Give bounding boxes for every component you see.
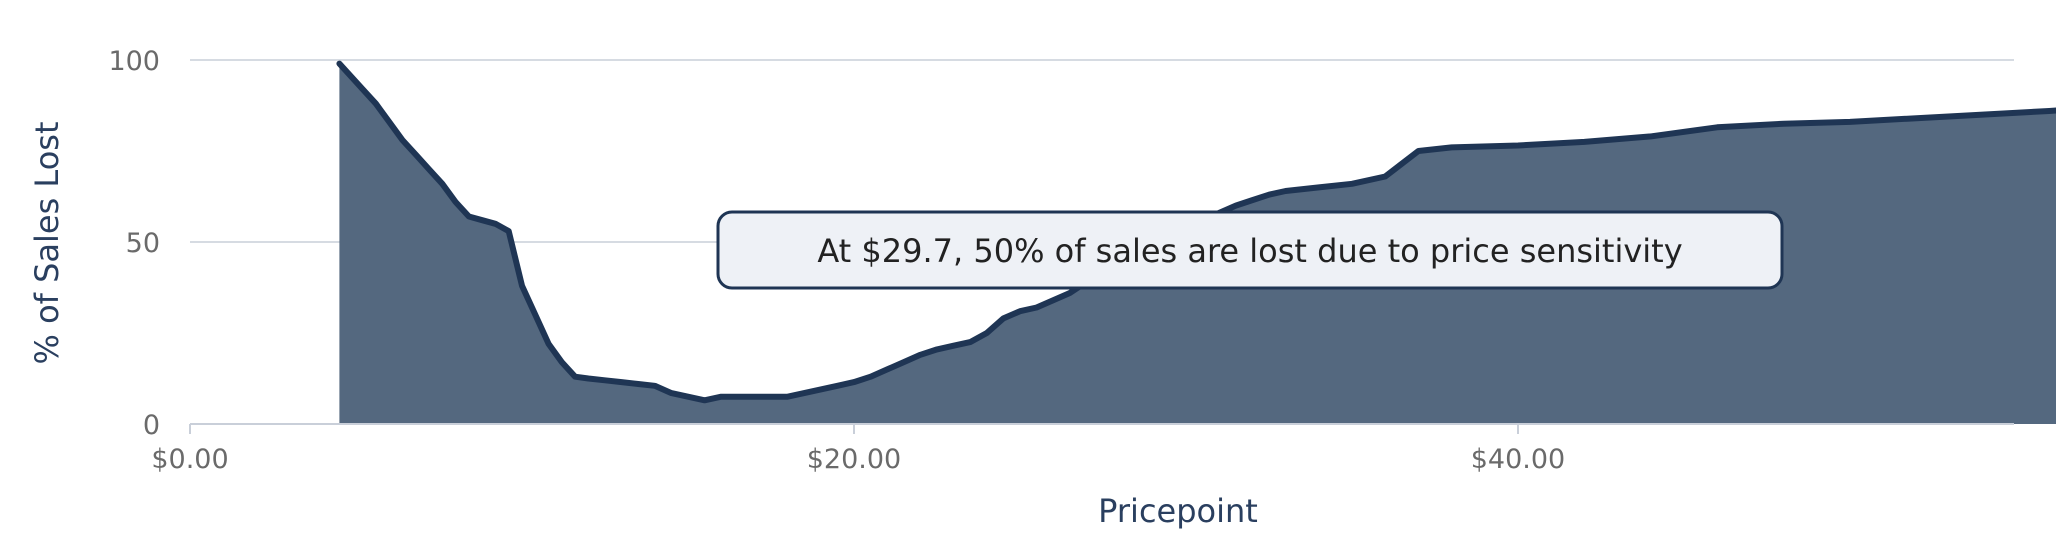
y-tick-label: 50 [126, 228, 160, 259]
x-tick-label: $40.00 [1471, 444, 1565, 475]
y-tick-label: 100 [108, 46, 160, 77]
tooltip-text: At $29.7, 50% of sales are lost due to p… [817, 232, 1682, 270]
tooltip-box [716, 210, 1784, 290]
x-tick-label: $0.00 [151, 444, 228, 475]
x-axis-title: Pricepoint [1098, 492, 1258, 530]
y-tick-label: 0 [143, 410, 160, 441]
x-tick-label: $20.00 [807, 444, 901, 475]
axes: 050100$0.00$20.00$40.00$60.00$80.00$100.… [108, 46, 2014, 475]
annotation-tooltip: At $29.7, 50% of sales are lost due to p… [716, 210, 1784, 290]
y-axis-title: % of Sales Lost [28, 122, 66, 365]
series-line [336, 60, 2056, 404]
